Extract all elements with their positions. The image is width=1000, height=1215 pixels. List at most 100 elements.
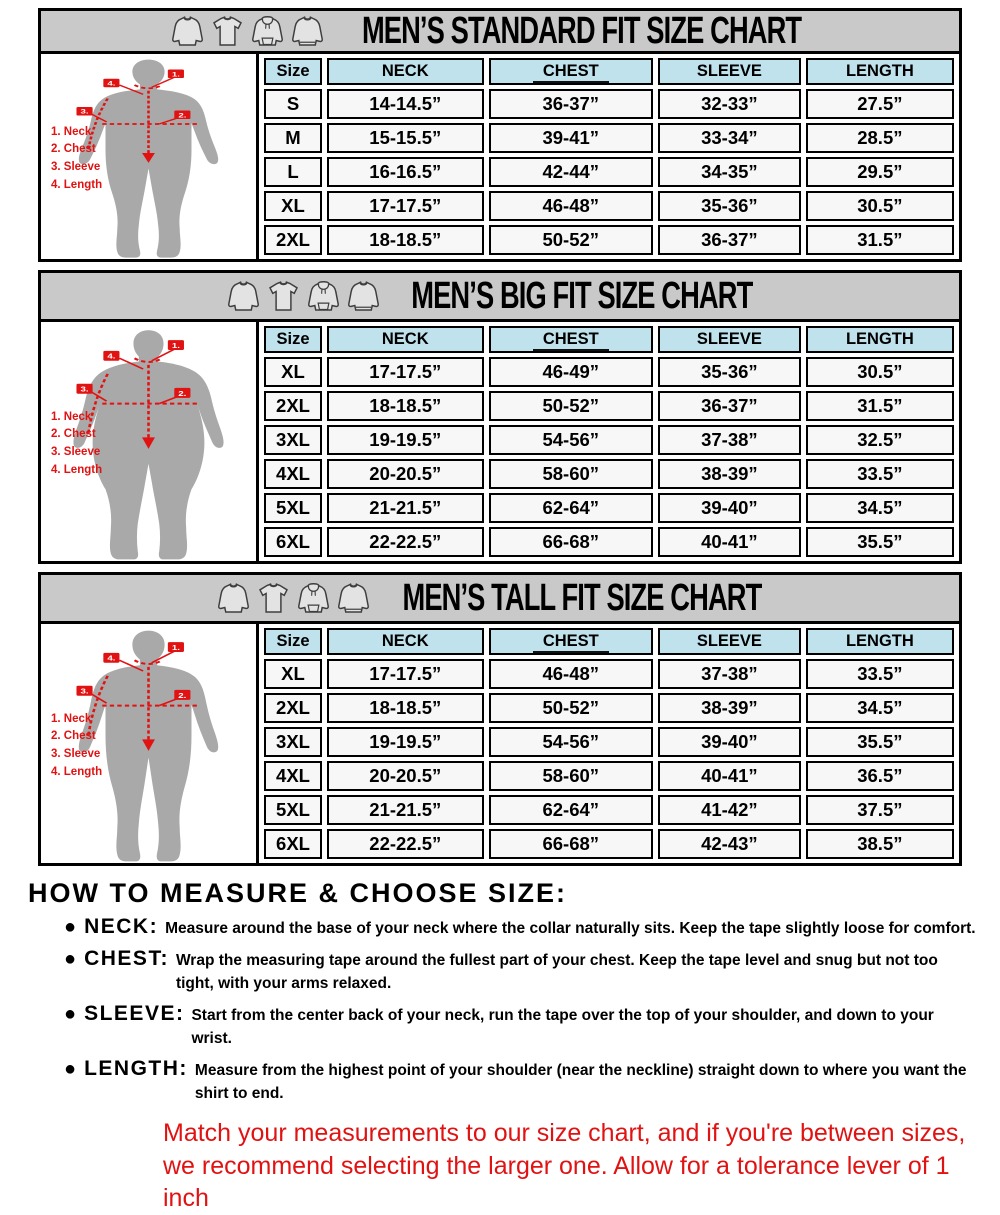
measure-legend: 1. Neck 2. Chest 3. Sleeve 4. Length bbox=[51, 409, 102, 480]
measure-instruction-item: ● CHEST: Wrap the measuring tape around th… bbox=[64, 947, 978, 995]
size-row-xl: XL 17-17.5” 46-48” 37-38” 33.5” bbox=[264, 659, 954, 689]
sweatshirt-icon bbox=[345, 280, 382, 313]
legend-line: 4. Length bbox=[51, 464, 103, 477]
how-to-title: HOW TO MEASURE & CHOOSE SIZE: bbox=[28, 878, 568, 908]
size-label: 2XL bbox=[264, 225, 322, 255]
measurement-value: 66-68” bbox=[488, 527, 653, 557]
hoodie-icon bbox=[305, 280, 342, 313]
garment-icons bbox=[169, 15, 326, 48]
size-label: 6XL bbox=[264, 527, 322, 557]
instruction-label: SLEEVE: bbox=[84, 1002, 185, 1026]
instruction-label: CHEST: bbox=[84, 947, 169, 971]
size-tolerance-note: Match your measurements to our size char… bbox=[163, 1117, 978, 1215]
measurement-value: 21-21.5” bbox=[327, 493, 484, 523]
legend-line: 3. Sleeve bbox=[51, 748, 101, 761]
measurement-value: 19-19.5” bbox=[327, 425, 484, 455]
size-label: 4XL bbox=[264, 761, 322, 791]
measurement-value: 54-56” bbox=[488, 425, 653, 455]
instruction-label: LENGTH: bbox=[84, 1057, 188, 1081]
measure-instruction-item: ● NECK: Measure around the base of your ne… bbox=[64, 915, 978, 940]
measurement-value: 58-60” bbox=[488, 459, 653, 489]
legend-line: 1. Neck bbox=[51, 125, 92, 138]
size-row-2xl: 2XL 18-18.5” 50-52” 36-37” 31.5” bbox=[264, 225, 954, 255]
measurement-value: 20-20.5” bbox=[327, 459, 484, 489]
size-row-5xl: 5XL 21-21.5” 62-64” 39-40” 34.5” bbox=[264, 493, 954, 523]
bullet-icon: ● bbox=[64, 916, 77, 938]
size-row-2xl: 2XL 18-18.5” 50-52” 36-37” 31.5” bbox=[264, 391, 954, 421]
measurement-value: 39-40” bbox=[658, 727, 801, 757]
size-row-4xl: 4XL 20-20.5” 58-60” 40-41” 36.5” bbox=[264, 761, 954, 791]
column-header-size: Size bbox=[264, 628, 322, 655]
measurement-value: 18-18.5” bbox=[327, 225, 484, 255]
bullet-icon: ● bbox=[64, 1058, 77, 1081]
measurement-value: 50-52” bbox=[488, 391, 653, 421]
instruction-text: Measure from the highest point of your s… bbox=[194, 1062, 967, 1102]
measurement-value: 36-37” bbox=[488, 89, 653, 119]
size-label: L bbox=[264, 157, 322, 187]
measurement-value: 29.5” bbox=[805, 157, 954, 187]
measurement-value: 31.5” bbox=[805, 391, 954, 421]
instruction-text: Start from the center back of your neck,… bbox=[191, 1007, 934, 1047]
measurement-figure-big: 1. Neck 2. Chest 3. Sleeve 4. Length bbox=[41, 322, 259, 561]
legend-line: 1. Neck bbox=[51, 410, 92, 423]
column-header-neck: NECK bbox=[327, 628, 484, 655]
measurement-value: 38-39” bbox=[658, 459, 801, 489]
measurement-figure-tall: 1. Neck 2. Chest 3. Sleeve 4. Length bbox=[41, 624, 259, 863]
measurement-value: 39-40” bbox=[658, 493, 801, 523]
measurement-value: 46-48” bbox=[488, 191, 653, 221]
legend-line: 3. Sleeve bbox=[51, 446, 101, 459]
chart-title: MEN’S STANDARD FIT SIZE CHART bbox=[361, 9, 802, 52]
measurement-value: 39-41” bbox=[488, 123, 653, 153]
chart-title-bar: MEN’S BIG FIT SIZE CHART bbox=[41, 273, 959, 322]
measurement-value: 32.5” bbox=[805, 425, 954, 455]
size-table-tall: Size NECK CHEST SLEEVE LENGTH XL 17-17.5” 46-48… bbox=[259, 624, 959, 863]
column-header-sleeve: SLEEVE bbox=[658, 58, 801, 85]
column-header-sleeve: SLEEVE bbox=[658, 326, 801, 353]
measurement-value: 17-17.5” bbox=[327, 357, 484, 387]
size-row-l: L 16-16.5” 42-44” 34-35” 29.5” bbox=[264, 157, 954, 187]
column-header-chest: CHEST bbox=[488, 628, 653, 655]
size-label: XL bbox=[264, 357, 322, 387]
size-label: XL bbox=[264, 191, 322, 221]
header-row: Size NECK CHEST SLEEVE LENGTH bbox=[264, 326, 954, 353]
column-header-size: Size bbox=[264, 326, 322, 353]
sweatshirt-icon bbox=[289, 15, 326, 48]
measurement-value: 27.5” bbox=[805, 89, 954, 119]
instruction-text: Measure around the base of your neck whe… bbox=[165, 920, 976, 937]
measurement-value: 22-22.5” bbox=[327, 527, 484, 557]
chart-title-bar: MEN’S STANDARD FIT SIZE CHART bbox=[41, 9, 959, 54]
size-row-xl: XL 17-17.5” 46-49” 35-36” 30.5” bbox=[264, 357, 954, 387]
measurement-value: 36.5” bbox=[805, 761, 954, 791]
size-row-3xl: 3XL 19-19.5” 54-56” 37-38” 32.5” bbox=[264, 425, 954, 455]
size-row-6xl: 6XL 22-22.5” 66-68” 42-43” 38.5” bbox=[264, 829, 954, 859]
header-row: Size NECK CHEST SLEEVE LENGTH bbox=[264, 58, 954, 85]
measurement-value: 35-36” bbox=[658, 357, 801, 387]
measurement-value: 36-37” bbox=[658, 391, 801, 421]
column-header-neck: NECK bbox=[327, 58, 484, 85]
note-line: Match your measurements to our size char… bbox=[163, 1119, 966, 1148]
garment-icons bbox=[215, 582, 372, 615]
measurement-value: 58-60” bbox=[488, 761, 653, 791]
measurement-value: 46-49” bbox=[488, 357, 653, 387]
measurement-value: 50-52” bbox=[488, 693, 653, 723]
size-label: S bbox=[264, 89, 322, 119]
column-header-length: LENGTH bbox=[805, 628, 954, 655]
measurement-value: 14-14.5” bbox=[327, 89, 484, 119]
measurement-value: 18-18.5” bbox=[327, 693, 484, 723]
instruction-text: Wrap the measuring tape around the fulle… bbox=[175, 952, 938, 992]
size-label: 5XL bbox=[264, 493, 322, 523]
measure-legend: 1. Neck 2. Chest 3. Sleeve 4. Length bbox=[51, 124, 102, 195]
measurement-value: 34.5” bbox=[805, 693, 954, 723]
measurement-value: 33-34” bbox=[658, 123, 801, 153]
size-row-3xl: 3XL 19-19.5” 54-56” 39-40” 35.5” bbox=[264, 727, 954, 757]
measurement-value: 40-41” bbox=[658, 527, 801, 557]
measurement-value: 31.5” bbox=[805, 225, 954, 255]
measurement-value: 38.5” bbox=[805, 829, 954, 859]
measurement-value: 36-37” bbox=[658, 225, 801, 255]
chart-title: MEN’S TALL FIT SIZE CHART bbox=[402, 576, 762, 619]
size-label: XL bbox=[264, 659, 322, 689]
sweatshirt-icon bbox=[335, 582, 372, 615]
legend-line: 3. Sleeve bbox=[51, 161, 101, 174]
measurement-value: 37-38” bbox=[658, 425, 801, 455]
column-header-length: LENGTH bbox=[805, 58, 954, 85]
